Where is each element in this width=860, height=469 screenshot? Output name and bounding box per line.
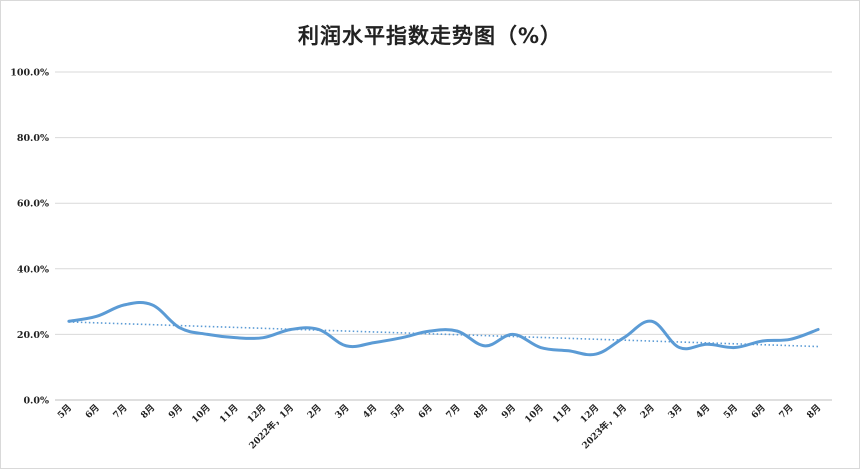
x-tick-label: 6月 (749, 402, 768, 421)
x-tick-label: 2月 (638, 402, 657, 421)
y-tick-label: 40.0% (17, 264, 49, 275)
trend-line (68, 321, 819, 348)
y-axis-ticks: 0.0% 20.0% 40.0% 60.0% 80.0% 100.0% (10, 68, 49, 407)
y-tick-label: 80.0% (17, 133, 49, 144)
x-tick-label: 11月 (217, 402, 240, 425)
x-tick-label: 5月 (55, 402, 74, 421)
y-tick-label: 60.0% (17, 199, 49, 210)
x-tick-label: 9月 (499, 402, 518, 421)
x-tick-label: 5月 (388, 402, 407, 421)
x-tick-label: 9月 (166, 402, 185, 421)
x-tick-label: 8月 (472, 402, 491, 421)
x-tick-label: 11月 (550, 402, 573, 425)
x-tick-label: 3月 (333, 402, 352, 421)
x-tick-label: 4月 (694, 402, 713, 421)
chart-title: 利润水平指数走势图（%） (297, 24, 563, 48)
x-tick-label: 8月 (805, 402, 824, 421)
x-tick-label: 6月 (416, 402, 435, 421)
x-tick-label: 7月 (444, 402, 463, 421)
x-tick-label: 6月 (83, 402, 102, 421)
y-tick-label: 20.0% (17, 330, 49, 341)
x-tick-label: 10月 (523, 402, 546, 425)
series-layer (67, 301, 820, 357)
x-tick-label: 2023年，1月 (579, 402, 629, 452)
x-tick-label: 7月 (111, 402, 130, 421)
y-tick-label: 0.0% (23, 396, 49, 407)
x-tick-label: 2月 (305, 402, 324, 421)
x-tick-label: 4月 (361, 402, 380, 421)
x-tick-label: 2022年，1月 (246, 402, 296, 452)
series-line (67, 301, 820, 357)
x-tick-label: 7月 (777, 402, 796, 421)
x-tick-label: 3月 (666, 402, 685, 421)
x-tick-label: 12月 (245, 402, 268, 425)
y-tick-label: 100.0% (10, 68, 49, 79)
x-tick-label: 5月 (721, 402, 740, 421)
gridlines (55, 71, 832, 401)
x-tick-label: 8月 (139, 402, 158, 421)
x-tick-label: 12月 (578, 402, 601, 425)
x-tick-label: 10月 (190, 402, 213, 425)
